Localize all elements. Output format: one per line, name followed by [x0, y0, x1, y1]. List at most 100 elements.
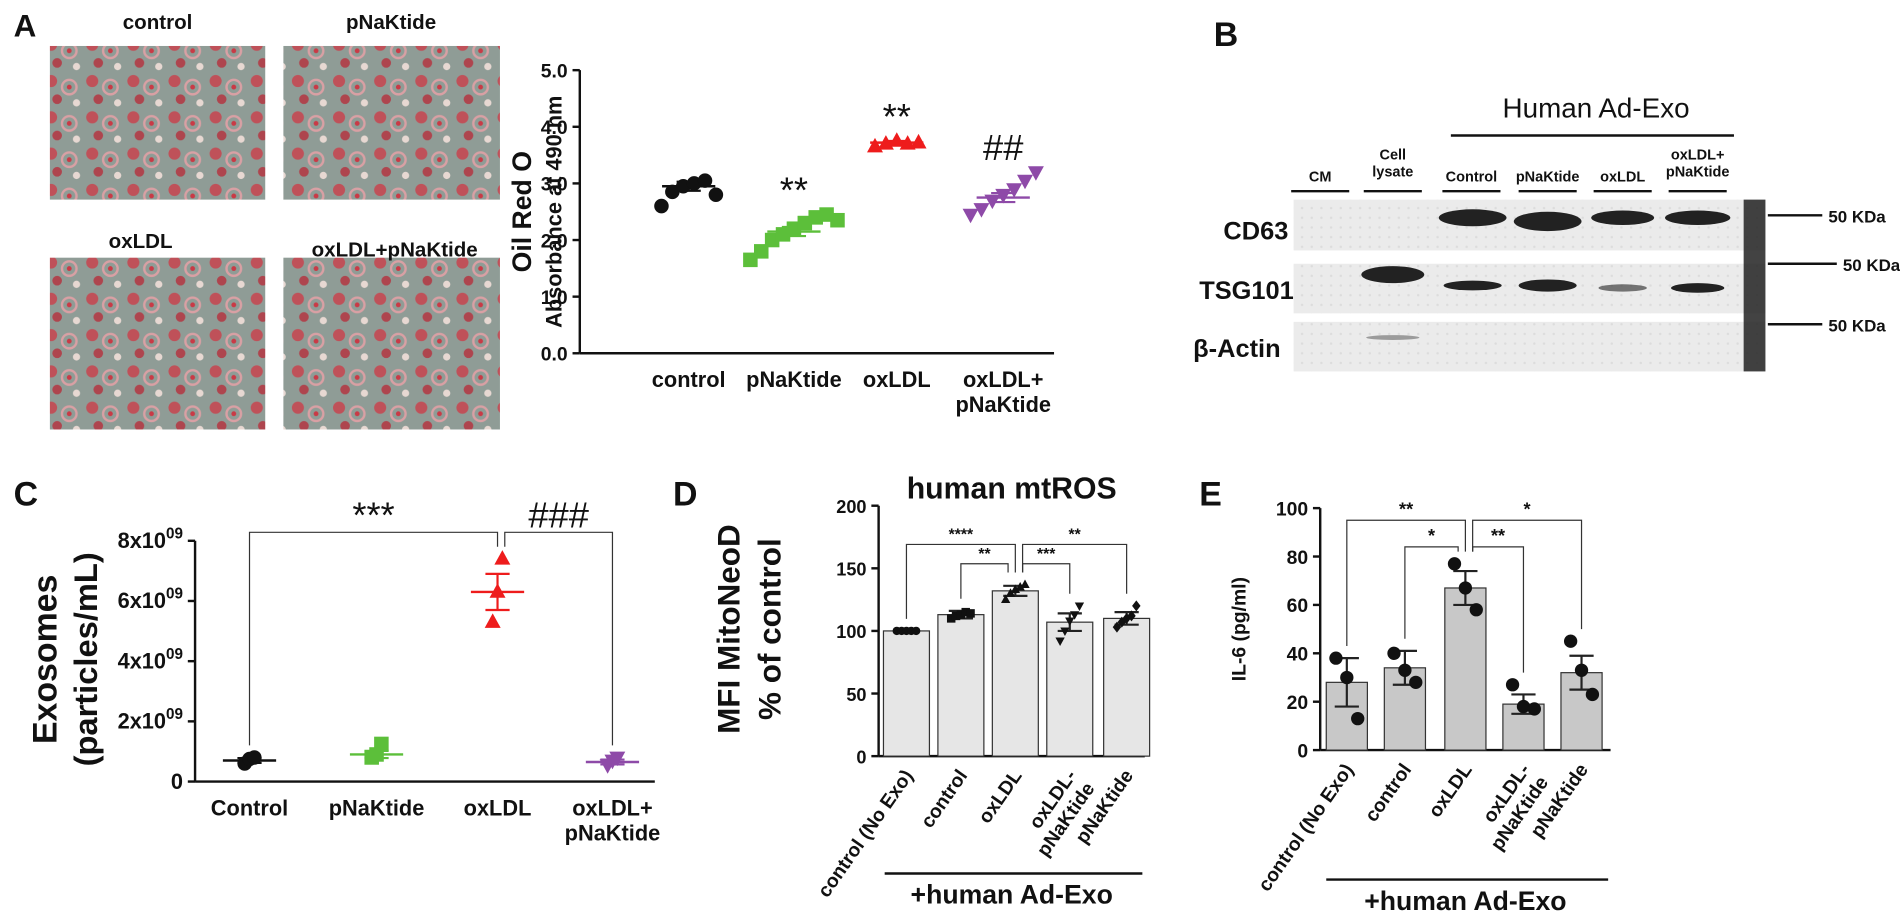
- x-tick-label: oxLDL: [974, 766, 1027, 828]
- significance: ###: [528, 494, 589, 535]
- point: [1017, 174, 1033, 190]
- point: [966, 609, 975, 618]
- panel-letter: E: [1199, 476, 1222, 514]
- x-tick-label: control (No Exo): [813, 766, 917, 902]
- bracket: [504, 531, 614, 746]
- y-tick-label: 200: [836, 497, 866, 517]
- x-tick-label: oxLDL: [1424, 760, 1477, 822]
- significance: **: [1491, 526, 1506, 546]
- y-tick-label: 6x1009: [118, 586, 183, 614]
- y-axis-label: Oil Red O: [507, 151, 537, 272]
- lane-label: Control: [1446, 169, 1498, 185]
- significance: **: [883, 96, 911, 137]
- point: [1469, 603, 1483, 617]
- bracket: [1021, 543, 1128, 594]
- point: [910, 133, 927, 149]
- x-tick-label: oxLDL: [464, 795, 532, 820]
- bar: [937, 614, 985, 757]
- chart-title: human mtROS: [907, 472, 1117, 505]
- lane-label: Cell lysate: [1372, 148, 1413, 181]
- bracket: [1404, 546, 1459, 639]
- point: [1027, 166, 1044, 181]
- tick-sup: 09: [166, 646, 183, 663]
- y-tick-label: 100: [1276, 498, 1308, 520]
- point: [1340, 670, 1354, 685]
- bracket: [960, 563, 1009, 599]
- lane-label: oxLDL+ pNaKtide: [1666, 148, 1730, 181]
- tick-sup: 09: [166, 586, 183, 603]
- significance: **: [1399, 499, 1414, 519]
- chart: E IL-6 (pg/ml) 0 20 40 60 80 100 control (No Exo…: [1199, 476, 1611, 911]
- point: [1329, 651, 1343, 665]
- y-tick-label: 0: [1297, 740, 1308, 762]
- point: [1398, 663, 1412, 677]
- y-axis-label: IL-6 (pg/ml): [1228, 577, 1250, 681]
- significance: **: [978, 546, 991, 563]
- panel-letter: D: [673, 476, 697, 514]
- lane-label: CM: [1309, 169, 1332, 185]
- point: [1000, 594, 1011, 604]
- tick-base: 2x10: [118, 709, 166, 734]
- point: [1351, 711, 1365, 726]
- point: [946, 614, 956, 623]
- tick-base: 4x10: [118, 648, 166, 673]
- significance: ****: [949, 527, 974, 544]
- x-tick-label: control (No Exo): [1254, 760, 1358, 896]
- y-tick-label: 5.0: [541, 60, 568, 82]
- bar: [1046, 621, 1094, 757]
- y-tick-label: 100: [836, 622, 866, 642]
- significance: ***: [352, 494, 394, 535]
- x-tick-label: control: [652, 367, 726, 392]
- x-tick-label: Control: [211, 795, 288, 820]
- point: [1458, 581, 1473, 595]
- point: [1585, 687, 1600, 702]
- bracket: [1346, 519, 1466, 647]
- point: [1527, 702, 1542, 716]
- y-tick-label: 4.0: [541, 117, 568, 139]
- band: [1366, 335, 1420, 340]
- y-tick-label: 1.0: [541, 287, 568, 309]
- point: [951, 611, 961, 621]
- band: [1665, 210, 1731, 226]
- band: [1591, 210, 1655, 226]
- micrographs: A control pNaKtide oxLDL oxLDL+pNaKtide: [14, 8, 500, 430]
- lane-label: oxLDL: [1600, 169, 1645, 185]
- micrograph-label: control: [123, 11, 193, 34]
- point: [973, 203, 990, 218]
- y-tick-label: 60: [1287, 595, 1309, 617]
- ladder: [1743, 199, 1766, 372]
- kda-marker: 50 KDa: [1828, 208, 1886, 227]
- group-label: +human Ad-Exo: [911, 880, 1113, 910]
- chart: Oil Red O Absorbance at 490 nm 0.0 1.0 2.0 3.…: [507, 60, 1055, 417]
- group-label: Human Ad-Exo: [1503, 92, 1690, 123]
- band: [1438, 209, 1507, 227]
- point: [1409, 675, 1423, 689]
- bar: [1103, 617, 1151, 757]
- significance: ***: [1037, 546, 1056, 563]
- x-tick-label: oxLDL+ pNaKtide: [955, 367, 1051, 417]
- y-tick-label: 40: [1287, 644, 1309, 666]
- y-tick-label: 0.0: [541, 344, 568, 366]
- y-axis-label: Absorbance at 490 nm: [541, 96, 566, 328]
- y-axis-label: (particles/mL): [67, 552, 104, 766]
- x-tick-label: control: [917, 766, 973, 832]
- point: [1015, 582, 1025, 591]
- point: [1447, 557, 1462, 571]
- x-tick-label: control: [1361, 760, 1417, 826]
- significance: **: [1068, 527, 1081, 544]
- y-tick-label: 3.0: [541, 174, 568, 196]
- point: [1020, 579, 1030, 588]
- tick-sup: 09: [166, 525, 183, 542]
- point: [654, 198, 669, 214]
- point: [911, 626, 921, 636]
- point: [489, 583, 506, 598]
- micrograph-label: pNaKtide: [346, 11, 436, 34]
- point: [830, 212, 845, 228]
- point: [1117, 616, 1127, 628]
- y-tick-label: 20: [1287, 692, 1309, 714]
- bar: [882, 630, 931, 757]
- point: [697, 173, 713, 188]
- point: [1005, 588, 1016, 597]
